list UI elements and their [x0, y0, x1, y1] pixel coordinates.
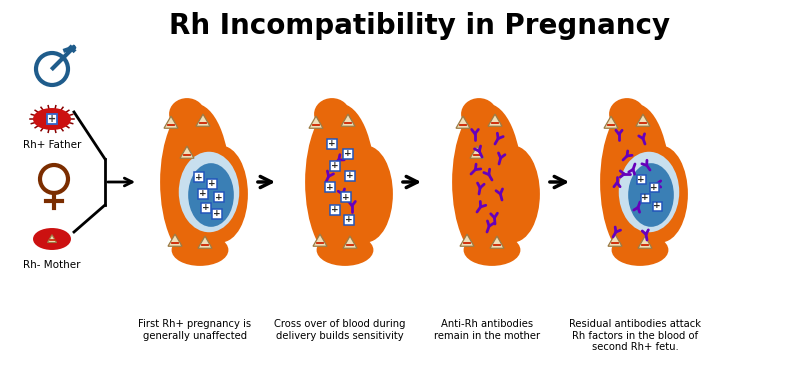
- Text: +: +: [199, 190, 207, 199]
- Text: +: +: [641, 194, 649, 202]
- Text: Residual antibodies attack
Rh factors in the blood of
second Rh+ fetu.: Residual antibodies attack Rh factors in…: [569, 319, 701, 352]
- Ellipse shape: [487, 147, 539, 241]
- Polygon shape: [638, 236, 652, 248]
- FancyBboxPatch shape: [341, 192, 351, 202]
- FancyBboxPatch shape: [201, 203, 211, 213]
- Polygon shape: [460, 234, 474, 246]
- Text: +: +: [653, 202, 661, 211]
- Polygon shape: [313, 234, 327, 246]
- Text: +: +: [48, 114, 56, 124]
- Text: First Rh+ pregnancy is
generally unaffected: First Rh+ pregnancy is generally unaffec…: [138, 319, 251, 341]
- Text: +: +: [208, 180, 216, 188]
- FancyBboxPatch shape: [345, 171, 355, 181]
- Polygon shape: [488, 114, 502, 126]
- Ellipse shape: [465, 235, 519, 265]
- Text: +: +: [650, 183, 658, 192]
- FancyBboxPatch shape: [194, 172, 204, 182]
- FancyBboxPatch shape: [637, 175, 646, 183]
- Ellipse shape: [610, 99, 644, 129]
- Ellipse shape: [34, 109, 70, 129]
- Text: Anti-Rh antibodies
remain in the mother: Anti-Rh antibodies remain in the mother: [434, 319, 540, 341]
- Text: +: +: [345, 216, 353, 224]
- FancyBboxPatch shape: [327, 139, 337, 149]
- Ellipse shape: [173, 235, 227, 265]
- FancyBboxPatch shape: [653, 202, 662, 211]
- Text: Cross over of blood during
delivery builds sensitivity: Cross over of blood during delivery buil…: [274, 319, 406, 341]
- FancyBboxPatch shape: [214, 192, 224, 202]
- Polygon shape: [309, 116, 323, 128]
- Text: Rh+ Father: Rh+ Father: [23, 140, 81, 150]
- Polygon shape: [198, 236, 212, 248]
- FancyBboxPatch shape: [650, 183, 658, 192]
- Polygon shape: [164, 116, 178, 128]
- Text: +: +: [328, 139, 336, 149]
- Ellipse shape: [315, 99, 349, 129]
- FancyBboxPatch shape: [212, 209, 222, 219]
- Ellipse shape: [629, 164, 673, 226]
- Text: +: +: [202, 204, 210, 212]
- Polygon shape: [180, 146, 194, 158]
- Text: +: +: [331, 161, 339, 171]
- FancyBboxPatch shape: [47, 114, 57, 124]
- FancyBboxPatch shape: [207, 179, 217, 189]
- Ellipse shape: [453, 104, 521, 260]
- Polygon shape: [604, 116, 618, 128]
- Ellipse shape: [318, 235, 373, 265]
- FancyBboxPatch shape: [198, 189, 208, 199]
- Polygon shape: [47, 235, 57, 243]
- FancyBboxPatch shape: [325, 182, 335, 192]
- Text: +: +: [344, 149, 352, 159]
- Polygon shape: [636, 114, 650, 126]
- Text: +: +: [195, 173, 203, 182]
- Text: Rh Incompatibility in Pregnancy: Rh Incompatibility in Pregnancy: [170, 12, 670, 40]
- Ellipse shape: [34, 229, 70, 249]
- Text: Rh- Mother: Rh- Mother: [23, 260, 81, 270]
- Ellipse shape: [306, 104, 374, 260]
- Text: +: +: [215, 192, 223, 202]
- Polygon shape: [608, 234, 622, 246]
- Ellipse shape: [170, 99, 204, 129]
- Polygon shape: [456, 116, 470, 128]
- Polygon shape: [168, 234, 182, 246]
- Polygon shape: [470, 146, 484, 158]
- Polygon shape: [343, 236, 357, 248]
- Text: +: +: [637, 175, 645, 183]
- Ellipse shape: [635, 147, 687, 241]
- Ellipse shape: [340, 147, 392, 241]
- Text: +: +: [213, 209, 221, 219]
- Ellipse shape: [620, 153, 678, 231]
- Text: +: +: [326, 183, 334, 192]
- FancyBboxPatch shape: [330, 161, 340, 171]
- FancyBboxPatch shape: [330, 205, 340, 215]
- Ellipse shape: [613, 235, 667, 265]
- FancyBboxPatch shape: [343, 149, 353, 159]
- Polygon shape: [490, 236, 504, 248]
- Ellipse shape: [161, 104, 229, 260]
- Ellipse shape: [195, 147, 247, 241]
- FancyBboxPatch shape: [344, 215, 354, 225]
- Text: +: +: [331, 205, 339, 214]
- Ellipse shape: [462, 99, 496, 129]
- Ellipse shape: [180, 153, 238, 231]
- Text: +: +: [346, 171, 354, 180]
- FancyBboxPatch shape: [641, 194, 650, 202]
- Polygon shape: [341, 114, 355, 126]
- Polygon shape: [196, 114, 210, 126]
- Text: +: +: [342, 192, 350, 202]
- Ellipse shape: [601, 104, 669, 260]
- Ellipse shape: [189, 164, 233, 226]
